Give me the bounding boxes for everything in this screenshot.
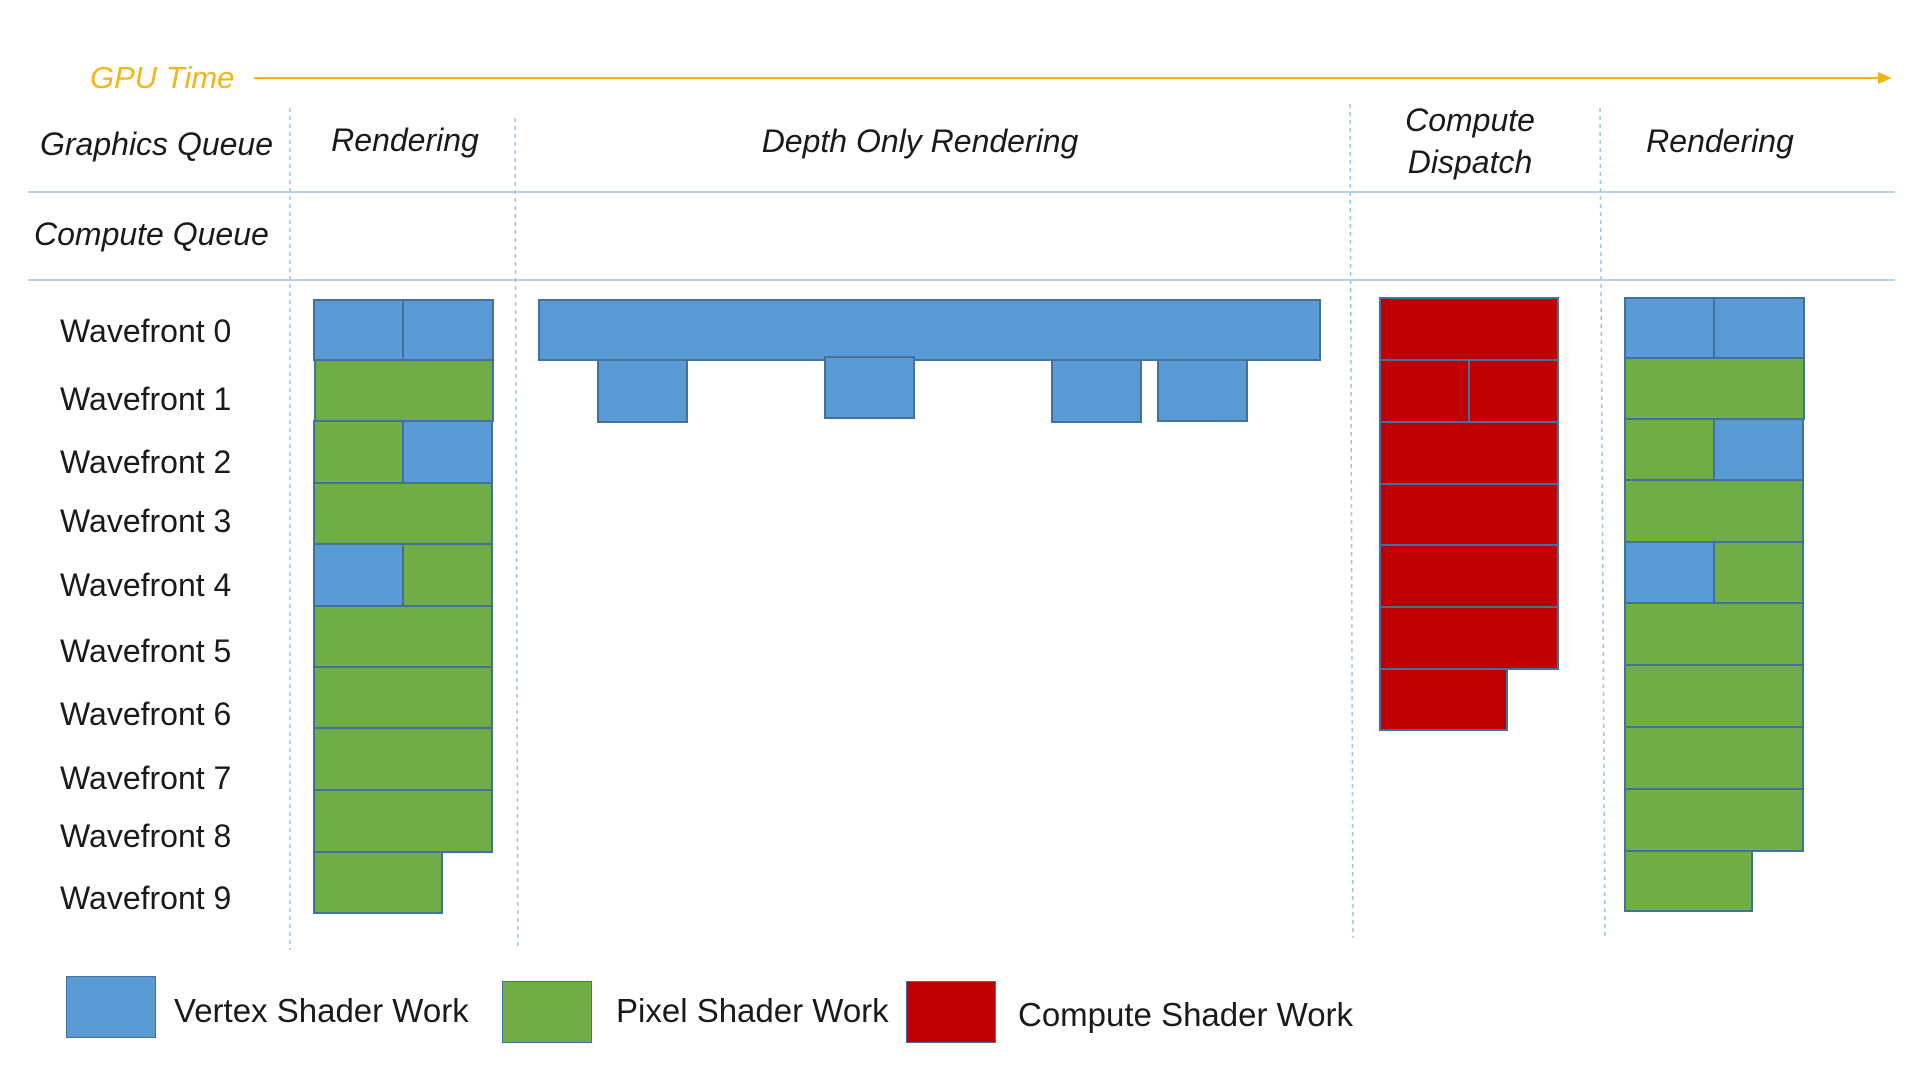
- wavefront-label: Wavefront 0: [60, 313, 232, 349]
- legend-swatch-vertex: [66, 976, 156, 1038]
- pixel-shader-block: [1624, 788, 1804, 852]
- pixel-shader-block: [313, 420, 404, 484]
- pixel-shader-block: [1624, 418, 1715, 481]
- legend-label-compute: Compute Shader Work: [1018, 996, 1354, 1033]
- compute-queue-label: Compute Queue: [34, 216, 269, 252]
- pixel-shader-block: [402, 543, 493, 607]
- pixel-shader-block: [1624, 602, 1804, 666]
- pixel-shader-block: [314, 359, 494, 422]
- graphics-queue-label: Graphics Queue: [40, 126, 274, 162]
- pixel-shader-block: [1624, 664, 1804, 728]
- phase-header-compute-dispatch: Compute Dispatch: [1405, 102, 1535, 180]
- phase-dividers: [289, 103, 1606, 951]
- vertex-shader-block: [1624, 297, 1715, 359]
- wavefront-label: Wavefront 9: [60, 880, 232, 916]
- vertex-shader-block: [313, 299, 404, 361]
- vertex-shader-block: [402, 420, 493, 484]
- pixel-shader-block: [1624, 726, 1804, 790]
- separator-lines: [28, 191, 1895, 281]
- pixel-shader-block: [313, 789, 493, 853]
- pixel-shader-block: [1624, 850, 1753, 912]
- legend-swatch-compute: [906, 981, 996, 1043]
- pixel-shader-block: [313, 482, 493, 545]
- vertex-shader-block: [1713, 297, 1805, 359]
- work-blocks: [313, 297, 1805, 914]
- wavefront-label: Wavefront 3: [60, 503, 232, 539]
- compute-shader-block: [1379, 606, 1559, 670]
- pixel-shader-block: [1624, 479, 1804, 543]
- compute-shader-block: [1379, 668, 1508, 731]
- legend-label-pixel: Pixel Shader Work: [616, 992, 889, 1029]
- vertex-shader-block: [538, 299, 1321, 361]
- vertex-shader-block: [1157, 359, 1248, 422]
- pixel-shader-block: [313, 666, 493, 729]
- vertex-shader-block: [313, 543, 404, 607]
- vertex-shader-block: [824, 356, 915, 419]
- wavefront-label: Wavefront 1: [60, 381, 232, 417]
- compute-shader-block: [1379, 297, 1559, 361]
- pixel-shader-block: [1624, 357, 1805, 420]
- vertex-shader-block: [1051, 359, 1142, 423]
- compute-shader-block: [1379, 421, 1559, 485]
- compute-shader-block: [1379, 483, 1559, 546]
- compute-shader-block: [1379, 544, 1559, 608]
- wavefront-label: Wavefront 8: [60, 818, 232, 854]
- phase-divider: [1599, 107, 1606, 939]
- phase-divider: [1349, 103, 1354, 939]
- phase-divider: [514, 117, 519, 951]
- wavefront-label: Wavefront 6: [60, 696, 232, 732]
- legend-label-vertex: Vertex Shader Work: [174, 992, 469, 1029]
- compute-shader-block: [1379, 359, 1470, 423]
- phase-header-rendering-2: Rendering: [1646, 123, 1794, 159]
- pixel-shader-block: [1713, 541, 1804, 604]
- wavefront-label: Wavefront 7: [60, 760, 232, 796]
- pixel-shader-block: [313, 851, 443, 914]
- compute-shader-block: [1468, 359, 1559, 423]
- wavefront-label: Wavefront 5: [60, 633, 232, 669]
- gpu-time-label: GPU Time: [90, 60, 235, 95]
- pixel-shader-block: [313, 727, 493, 791]
- vertex-shader-block: [1713, 418, 1804, 481]
- vertex-shader-block: [402, 299, 494, 361]
- pixel-shader-block: [313, 605, 493, 668]
- vertex-shader-block: [597, 359, 688, 423]
- phase-header-rendering-1: Rendering: [331, 122, 479, 158]
- phase-header-depth-only: Depth Only Rendering: [761, 123, 1079, 159]
- wavefront-label: Wavefront 2: [60, 444, 232, 480]
- wavefront-label: Wavefront 4: [60, 567, 232, 603]
- legend-swatch-pixel: [502, 981, 592, 1043]
- vertex-shader-block: [1624, 541, 1715, 604]
